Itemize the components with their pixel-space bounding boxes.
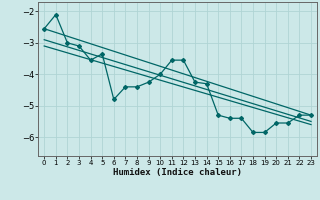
X-axis label: Humidex (Indice chaleur): Humidex (Indice chaleur) [113,168,242,177]
